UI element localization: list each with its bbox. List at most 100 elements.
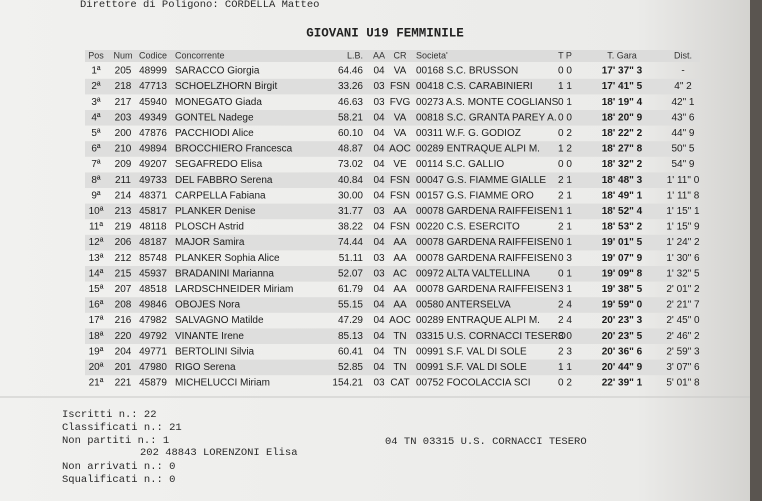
table-cell: 18' 27" 8 <box>602 144 643 155</box>
table-cell: 85.13 <box>338 331 363 342</box>
table-cell: 00220 C.S. ESERCITO <box>416 222 520 233</box>
table-cell: AA <box>393 206 407 217</box>
table-cell: 219 <box>115 222 132 233</box>
column-header: Dist. <box>674 50 692 60</box>
footer-line: Non partiti n.: 1 <box>62 435 169 447</box>
table-cell: 04 <box>373 144 385 155</box>
table-cell: 2' 01" 2 <box>666 284 700 295</box>
table-cell: 00047 G.S. FIAMME GIALLE <box>416 175 546 186</box>
table-cell: 0 1 <box>558 237 572 248</box>
table-cell: 00078 GARDENA RAIFFEISEN <box>416 237 557 248</box>
table-cell: 209 <box>115 159 132 170</box>
table-cell: 50" 5 <box>671 144 694 155</box>
table-cell: 0 1 <box>558 97 572 108</box>
table-cell: FVG <box>390 97 411 108</box>
table-cell: 03 <box>373 206 385 217</box>
table-cell: 3 0 <box>558 331 572 342</box>
table-cell: 03315 U.S. CORNACCI TESERO <box>416 331 566 342</box>
table-cell: 1 1 <box>558 81 572 92</box>
table-cell: 47982 <box>139 315 167 326</box>
column-header: L.B. <box>347 50 363 60</box>
table-cell: 1 2 <box>558 144 572 155</box>
table-cell: 214 <box>115 190 132 201</box>
table-cell: 43" 6 <box>671 112 694 123</box>
table-cell: 1' 11" 0 <box>667 175 700 186</box>
table-cell: 2' 59" 3 <box>666 346 700 357</box>
table-cell: 04 <box>373 315 385 326</box>
table-cell: LARDSCHNEIDER Miriam <box>175 284 293 295</box>
table-cell: 16ª <box>89 300 104 311</box>
footer-line: Iscritti n.: 22 <box>62 409 157 421</box>
table-cell: 00580 ANTERSELVA <box>416 300 511 311</box>
table-cell: AC <box>393 268 407 279</box>
table-cell: 49894 <box>139 144 167 155</box>
table-cell: 49349 <box>139 112 167 123</box>
row-band <box>85 110 700 126</box>
table-cell: 03 <box>373 97 385 108</box>
table-cell: 19ª <box>89 346 104 357</box>
table-cell: 73.02 <box>338 159 363 170</box>
table-cell: 154.21 <box>332 378 363 389</box>
table-cell: 18' 52" 4 <box>602 206 643 217</box>
table-cell: 18' 48" 3 <box>602 175 643 186</box>
table-cell: 03 <box>373 378 385 389</box>
table-cell: 51.11 <box>339 253 364 264</box>
table-cell: 1' 15" 9 <box>666 222 700 233</box>
table-cell: PLANKER Denise <box>175 206 256 217</box>
table-cell: 00991 S.F. VAL DI SOLE <box>416 346 527 357</box>
table-cell: VA <box>394 66 407 77</box>
table-cell: 1ª <box>91 66 101 77</box>
footer-line: Classificati n.: 21 <box>62 422 182 434</box>
table-cell: 45817 <box>139 206 167 217</box>
table-cell: 58.21 <box>338 112 363 123</box>
table-cell: 218 <box>115 81 132 92</box>
table-cell: 1' 24" 2 <box>666 237 700 248</box>
column-header: Societa' <box>416 50 448 60</box>
table-cell: 0 0 <box>558 112 572 123</box>
table-cell: 48187 <box>139 237 167 248</box>
table-cell: 49792 <box>139 331 167 342</box>
table-cell: 20ª <box>89 362 104 373</box>
table-cell: 04 <box>373 112 385 123</box>
footer-line: Non arrivati n.: 0 <box>62 461 175 473</box>
table-cell: 3 1 <box>558 284 572 295</box>
table-cell: 03 <box>373 253 385 264</box>
table-cell: MONEGATO Giada <box>175 97 262 108</box>
table-cell: 2' 45" 0 <box>666 315 700 326</box>
table-cell: 11ª <box>89 222 103 233</box>
table-cell: 2' 21" 7 <box>666 300 700 311</box>
table-cell: 48518 <box>139 284 167 295</box>
table-cell: 04 <box>373 175 385 186</box>
director: Direttore di Poligono: CORDELLA Matteo <box>80 0 319 11</box>
table-cell: 18' 19" 4 <box>602 97 643 108</box>
table-cell: 00273 A.S. MONTE COGLIANS <box>416 97 559 108</box>
table-cell: 201 <box>115 362 132 373</box>
table-cell: VA <box>394 112 407 123</box>
table-cell: 04 <box>373 159 385 170</box>
table-cell: 45879 <box>139 378 167 389</box>
table-cell: 00289 ENTRAQUE ALPI M. <box>416 144 540 155</box>
table-cell: 48371 <box>139 190 167 201</box>
table-cell: DEL FABBRO Serena <box>175 175 273 186</box>
table-cell: 18' 49" 1 <box>602 190 643 201</box>
table-cell: 00818 S.C. GRANTA PAREY A. <box>416 112 557 123</box>
column-header: T P <box>558 50 572 60</box>
table-cell: 18' 20" 9 <box>602 112 643 123</box>
table-cell: 19' 59" 0 <box>602 300 643 311</box>
table-cell: 31.77 <box>338 206 363 217</box>
footer-line: Squalificati n.: 0 <box>62 474 175 486</box>
table-cell: 48.87 <box>338 144 363 155</box>
table-cell: 04 <box>373 284 385 295</box>
table-cell: VINANTE Irene <box>175 331 244 342</box>
table-cell: 205 <box>115 66 132 77</box>
table-cell: VA <box>394 128 407 139</box>
row-band <box>85 234 700 251</box>
table-cell: 207 <box>115 284 132 295</box>
column-header: Codice <box>139 50 167 60</box>
table-cell: 45940 <box>139 97 167 108</box>
table-cell: 04 <box>373 346 385 357</box>
table-cell: 13ª <box>89 253 104 264</box>
table-cell: 0 2 <box>558 378 572 389</box>
table-cell: 206 <box>115 237 132 248</box>
